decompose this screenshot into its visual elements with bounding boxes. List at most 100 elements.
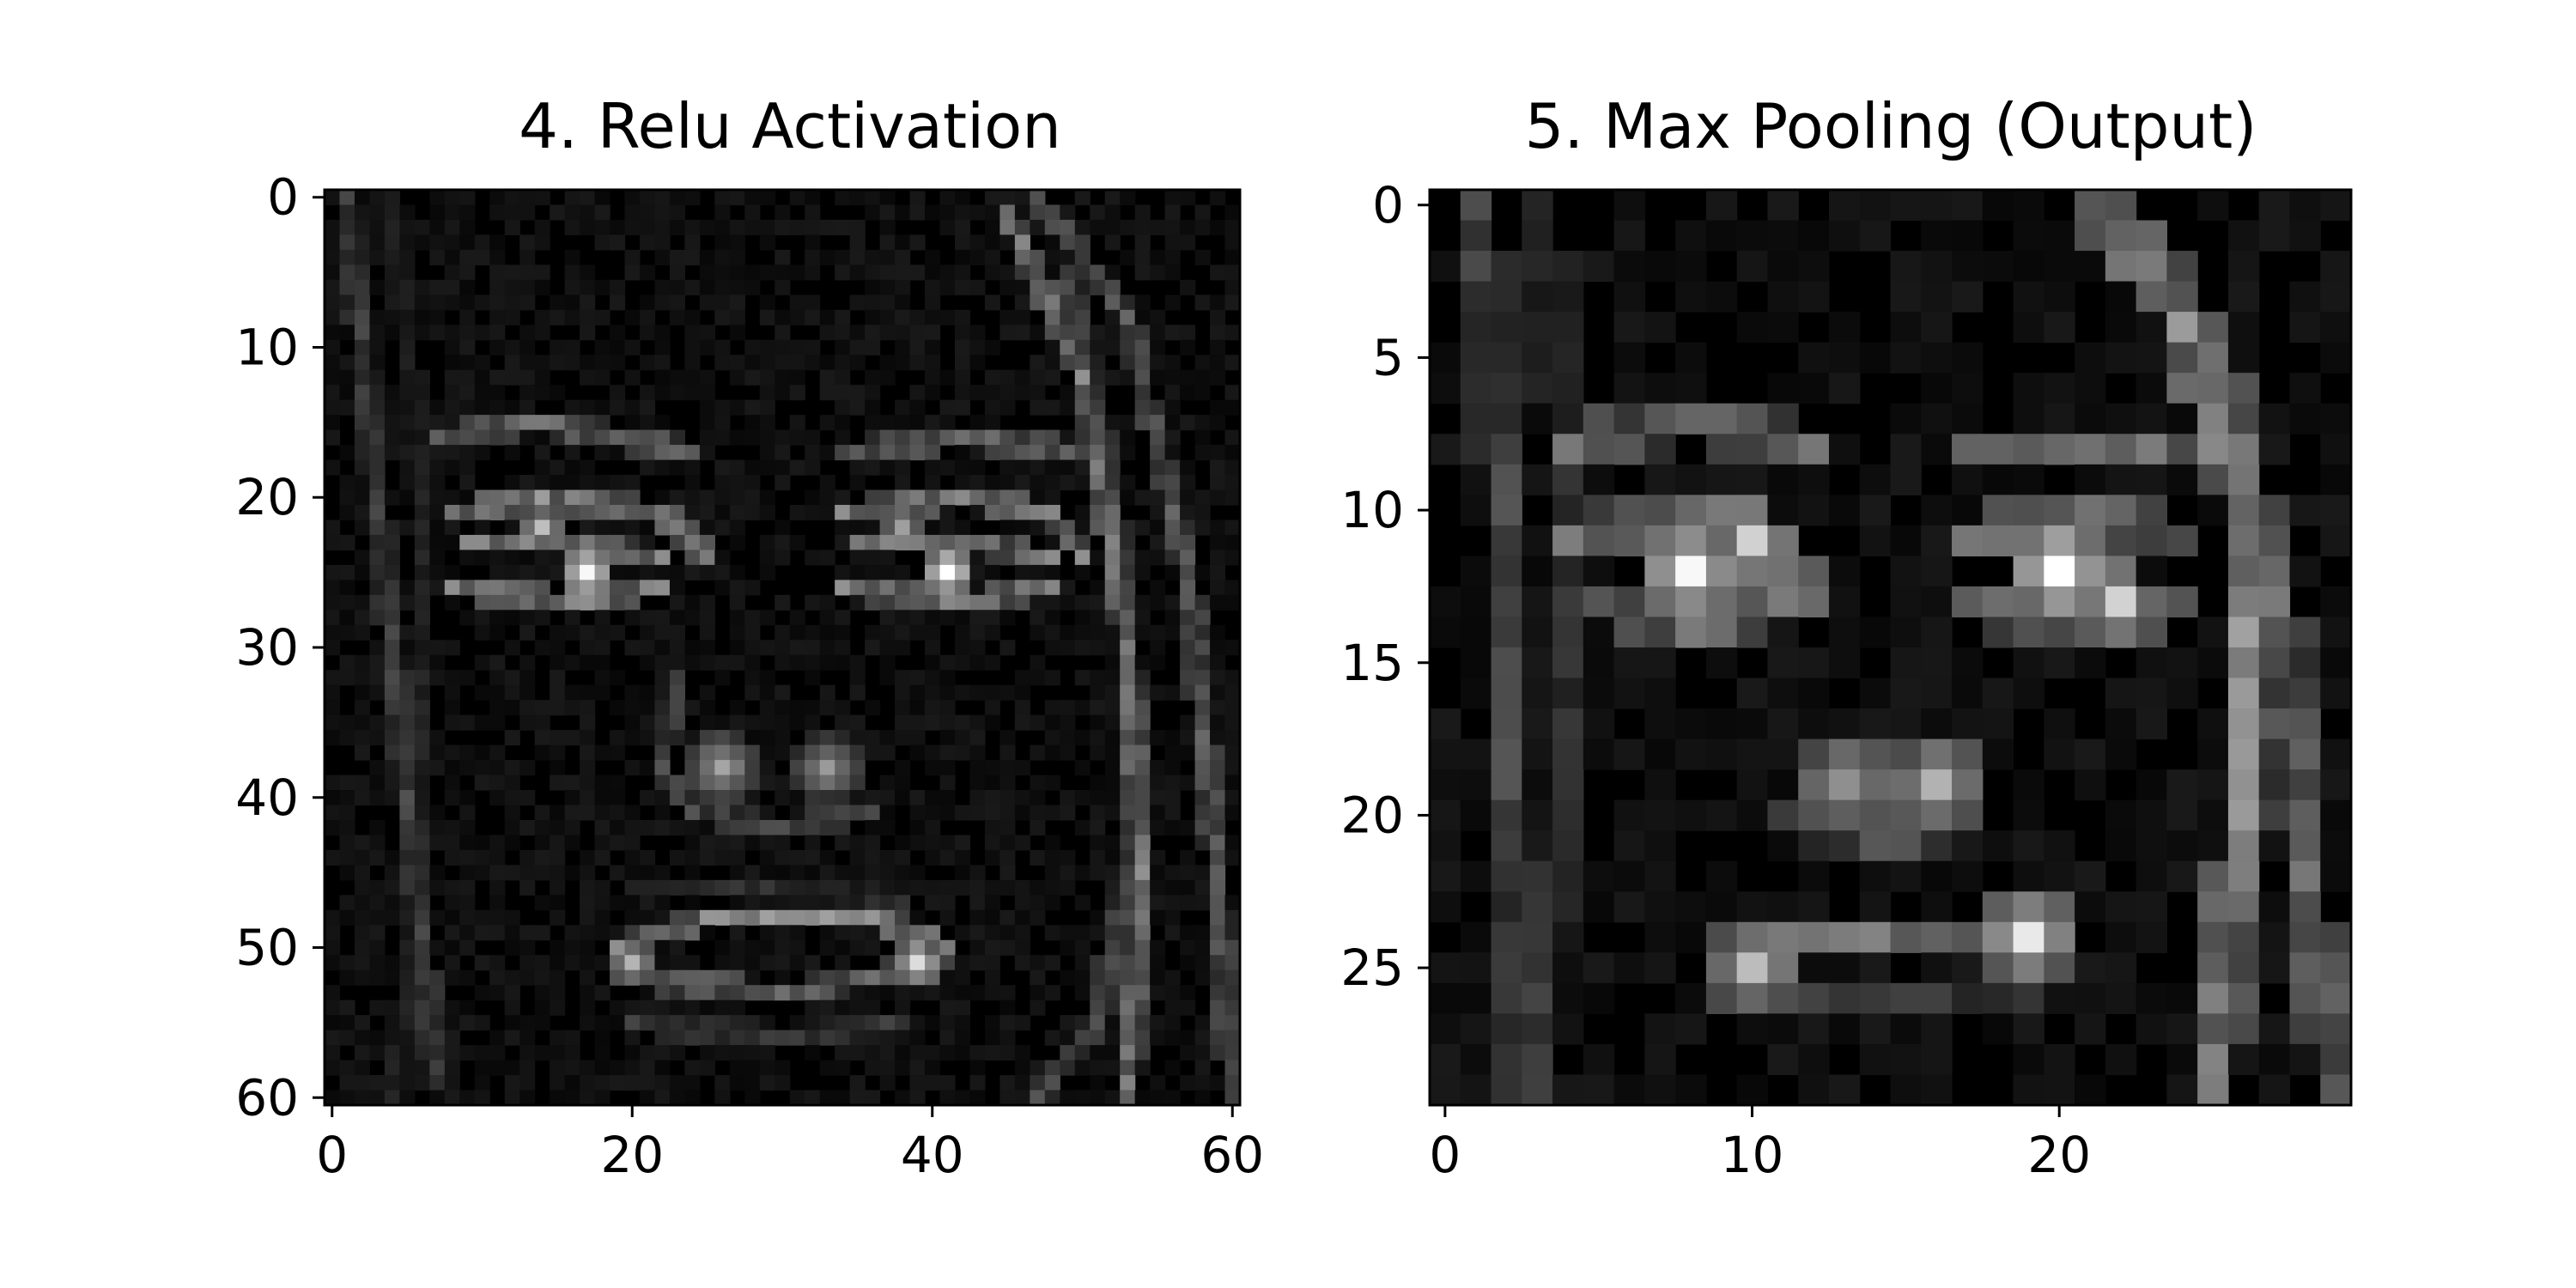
heatmap-cell bbox=[369, 219, 386, 236]
heatmap-cell bbox=[1522, 190, 1553, 222]
heatmap-cell bbox=[1014, 429, 1030, 446]
heatmap-cell bbox=[369, 489, 386, 506]
heatmap-cell bbox=[1060, 1090, 1076, 1106]
heatmap-cell bbox=[1522, 373, 1553, 404]
heatmap-cell bbox=[1736, 403, 1769, 434]
heatmap-cell bbox=[504, 999, 520, 1016]
heatmap-cell bbox=[1014, 564, 1030, 580]
heatmap-cell bbox=[895, 1030, 911, 1046]
heatmap-cell bbox=[474, 1045, 490, 1061]
heatmap-cell bbox=[909, 879, 926, 896]
heatmap-cell bbox=[564, 534, 580, 551]
heatmap-cell bbox=[969, 1060, 986, 1076]
heatmap-cell bbox=[714, 985, 731, 1001]
heatmap-cell bbox=[639, 999, 656, 1016]
heatmap-cell bbox=[835, 580, 851, 596]
heatmap-cell bbox=[1090, 790, 1106, 806]
heatmap-cell bbox=[925, 325, 941, 341]
heatmap-cell bbox=[999, 264, 1016, 281]
heatmap-cell bbox=[369, 429, 386, 446]
heatmap-cell bbox=[969, 895, 986, 911]
heatmap-cell bbox=[654, 684, 671, 701]
heatmap-cell bbox=[474, 519, 490, 536]
heatmap-cell bbox=[669, 429, 686, 446]
heatmap-cell bbox=[564, 429, 580, 446]
heatmap-cell bbox=[819, 325, 835, 341]
heatmap-cell bbox=[580, 985, 596, 1001]
heatmap-cell bbox=[594, 909, 611, 926]
heatmap-cell bbox=[969, 504, 986, 521]
heatmap-cell bbox=[879, 895, 896, 911]
heatmap-cell bbox=[939, 580, 956, 596]
heatmap-cell bbox=[1644, 1013, 1676, 1045]
heatmap-cell bbox=[699, 339, 715, 355]
heatmap-cell bbox=[339, 534, 355, 551]
heatmap-cell bbox=[580, 879, 596, 896]
heatmap-cell bbox=[354, 325, 371, 341]
heatmap-cell bbox=[1120, 1015, 1136, 1031]
heatmap-cell bbox=[939, 895, 956, 911]
heatmap-cell bbox=[610, 385, 626, 401]
heatmap-cell bbox=[984, 339, 1000, 355]
heatmap-cell bbox=[325, 234, 341, 251]
heatmap-cell bbox=[2197, 769, 2229, 801]
heatmap-cell bbox=[759, 399, 775, 416]
heatmap-cell bbox=[519, 624, 536, 641]
heatmap-cell bbox=[819, 355, 835, 371]
heatmap-cell bbox=[1060, 264, 1076, 281]
heatmap-cell bbox=[1224, 730, 1241, 746]
heatmap-cell bbox=[1134, 325, 1151, 341]
heatmap-cell bbox=[999, 1075, 1016, 1091]
heatmap-cell bbox=[849, 1015, 866, 1031]
heatmap-cell bbox=[610, 489, 626, 506]
heatmap-cell bbox=[729, 955, 745, 971]
heatmap-cell bbox=[474, 909, 490, 926]
heatmap-cell bbox=[504, 670, 520, 686]
heatmap-cell bbox=[639, 234, 656, 251]
heatmap-cell bbox=[1090, 459, 1106, 476]
heatmap-cell bbox=[1030, 475, 1046, 491]
heatmap-cell bbox=[954, 234, 971, 251]
heatmap-cell bbox=[1583, 434, 1615, 465]
heatmap-cell bbox=[954, 835, 971, 851]
heatmap-cell bbox=[939, 955, 956, 971]
heatmap-cell bbox=[669, 714, 686, 731]
heatmap-cell bbox=[1014, 670, 1030, 686]
heatmap-cell bbox=[895, 415, 911, 431]
heatmap-cell bbox=[805, 355, 821, 371]
heatmap-cell bbox=[550, 594, 566, 611]
heatmap-cell bbox=[669, 264, 686, 281]
heatmap-cell bbox=[2166, 860, 2198, 892]
heatmap-cell bbox=[369, 939, 386, 956]
heatmap-cell bbox=[969, 234, 986, 251]
heatmap-cell bbox=[669, 489, 686, 506]
heatmap-cell bbox=[984, 564, 1000, 580]
heatmap-cell bbox=[819, 415, 835, 431]
heatmap-cell bbox=[2289, 190, 2321, 222]
heatmap-cell bbox=[550, 385, 566, 401]
heatmap-cell bbox=[2013, 982, 2044, 1014]
heatmap-cell bbox=[684, 730, 701, 746]
heatmap-cell bbox=[1613, 373, 1645, 404]
heatmap-cell bbox=[369, 654, 386, 671]
heatmap-cell bbox=[369, 279, 386, 295]
heatmap-cell bbox=[580, 369, 596, 386]
heatmap-cell bbox=[819, 654, 835, 671]
heatmap-cell bbox=[999, 385, 1016, 401]
heatmap-cell bbox=[789, 985, 805, 1001]
heatmap-cell bbox=[1120, 519, 1136, 536]
heatmap-cell bbox=[1491, 952, 1522, 984]
heatmap-cell bbox=[1134, 714, 1151, 731]
heatmap-cell bbox=[354, 700, 371, 716]
heatmap-cell bbox=[925, 684, 941, 701]
heatmap-cell bbox=[775, 219, 791, 236]
heatmap-cell bbox=[1044, 295, 1060, 311]
heatmap-cell bbox=[624, 594, 641, 611]
heatmap-cell bbox=[1644, 373, 1676, 404]
heatmap-cell bbox=[1952, 952, 1984, 984]
heatmap-cell bbox=[835, 249, 851, 265]
heatmap-cell bbox=[729, 775, 745, 791]
heatmap-cell bbox=[939, 760, 956, 776]
heatmap-cell bbox=[1150, 865, 1166, 881]
heatmap-cell bbox=[925, 654, 941, 671]
